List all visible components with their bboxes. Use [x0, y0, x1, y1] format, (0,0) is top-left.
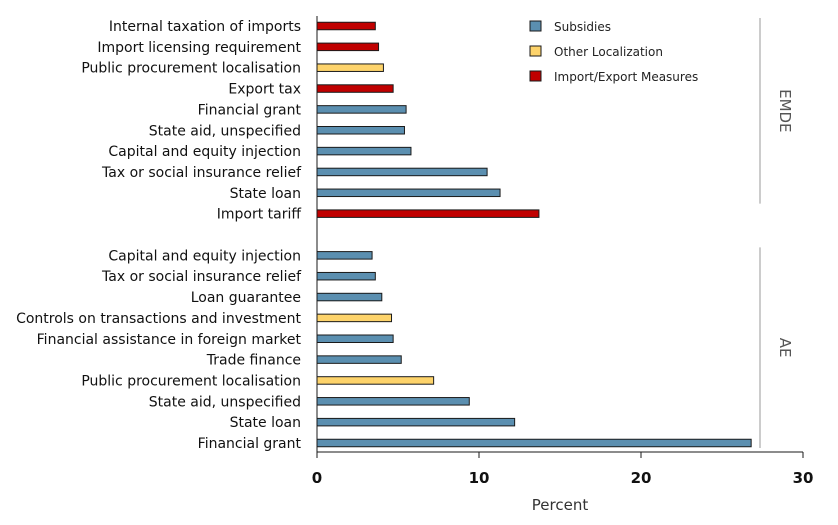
category-label-emde-tax-or-social-insurance-relief: Tax or social insurance relief — [101, 165, 302, 181]
category-label-ae-tax-or-social-insurance-relief: Tax or social insurance relief — [101, 269, 302, 285]
x-tick-label-20: 20 — [631, 469, 652, 487]
bar-emde-state-aid-unspecified — [316, 126, 405, 135]
category-label-ae-trade-finance: Trade finance — [206, 353, 301, 369]
legend-label-import-export-measures: Import/Export Measures — [554, 70, 698, 84]
category-label-emde-import-licensing-requirement: Import licensing requirement — [97, 40, 301, 56]
category-label-emde-state-loan: State loan — [230, 186, 301, 202]
x-tick-label-10: 10 — [469, 469, 490, 487]
x-tick-label-0: 0 — [312, 469, 322, 487]
category-label-ae-financial-assistance-in-foreign-market: Financial assistance in foreign market — [37, 332, 302, 348]
x-tick-label-30: 30 — [793, 469, 814, 487]
legend-label-other-localization: Other Localization — [554, 45, 663, 59]
bar-emde-import-tariff — [316, 209, 540, 218]
x-axis-title: Percent — [532, 496, 589, 514]
bar-ae-public-procurement-localisation — [316, 376, 435, 385]
bar-ae-tax-or-social-insurance-relief — [316, 271, 376, 281]
category-label-ae-capital-and-equity-injection: Capital and equity injection — [108, 248, 301, 264]
category-label-emde-capital-and-equity-injection: Capital and equity injection — [108, 144, 301, 160]
bar-emde-state-loan — [316, 188, 501, 198]
category-label-emde-financial-grant: Financial grant — [198, 102, 302, 118]
group-label-ae: AE — [776, 338, 794, 358]
bar-emde-export-tax — [316, 84, 394, 93]
x-axis: 0 10 20 30 Percent — [312, 16, 814, 514]
bar-emde-capital-and-equity-injection — [316, 146, 412, 156]
category-label-ae-controls-on-transactions-and-investment: Controls on transactions and investment — [16, 311, 301, 327]
bar-ae-state-loan — [316, 417, 516, 427]
category-label-ae-state-loan: State loan — [230, 415, 301, 431]
legend: Subsidies Other Localization Import/Export… — [529, 20, 698, 84]
bar-ae-loan-guarantee — [316, 292, 383, 302]
bars-layer — [316, 21, 752, 448]
category-label-ae-state-aid-unspecified: State aid, unspecified — [149, 394, 301, 410]
category-label-emde-internal-taxation-of-imports: Internal taxation of imports — [109, 19, 301, 35]
category-label-emde-public-procurement-localisation: Public procurement localisation — [81, 61, 301, 77]
legend-swatch-import-export-measures — [529, 70, 542, 82]
bar-ae-trade-finance — [316, 355, 402, 364]
category-label-emde-state-aid-unspecified: State aid, unspecified — [149, 123, 301, 139]
bar-emde-internal-taxation-of-imports — [316, 21, 376, 31]
category-labels: Internal taxation of imports Import licen… — [16, 19, 302, 452]
bar-emde-import-licensing-requirement — [316, 42, 380, 52]
category-label-ae-loan-guarantee: Loan guarantee — [191, 290, 301, 306]
group-label-emde: EMDE — [776, 89, 794, 132]
bar-ae-financial-assistance-in-foreign-market — [316, 334, 394, 343]
bar-ae-state-aid-unspecified — [316, 397, 470, 406]
legend-swatch-other-localization — [529, 45, 542, 57]
bar-emde-public-procurement-localisation — [316, 63, 384, 72]
bar-ae-controls-on-transactions-and-investment — [316, 313, 393, 323]
category-label-emde-export-tax: Export tax — [228, 82, 301, 98]
bar-emde-tax-or-social-insurance-relief — [316, 167, 488, 177]
bar-emde-financial-grant — [316, 105, 407, 114]
category-label-ae-financial-grant: Financial grant — [198, 436, 302, 452]
bar-ae-capital-and-equity-injection — [316, 251, 373, 260]
category-label-emde-import-tariff: Import tariff — [217, 207, 302, 223]
bar-ae-financial-grant — [316, 438, 752, 448]
group-markers: EMDE AE — [759, 18, 794, 448]
legend-label-subsidies: Subsidies — [554, 20, 611, 34]
category-label-ae-public-procurement-localisation: Public procurement localisation — [81, 373, 301, 389]
legend-swatch-subsidies — [529, 20, 542, 32]
